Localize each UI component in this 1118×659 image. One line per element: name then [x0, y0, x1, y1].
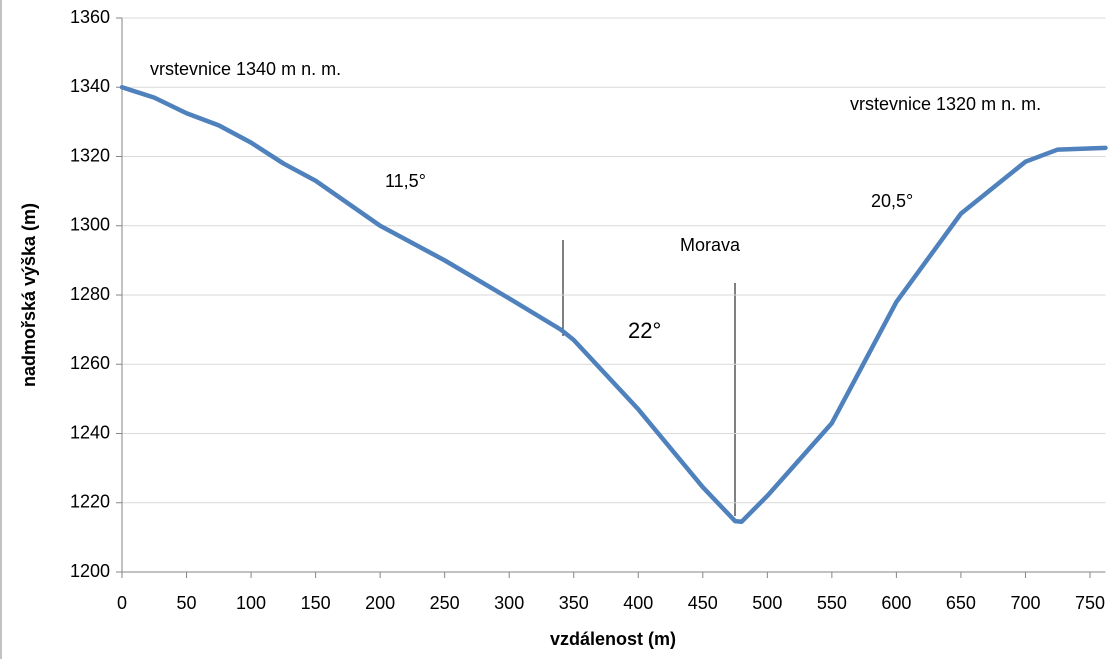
annotation: Morava	[680, 235, 741, 255]
y-tick-label: 1260	[70, 353, 110, 373]
y-tick-label: 1340	[70, 76, 110, 96]
x-tick-label: 750	[1075, 593, 1105, 613]
x-tick-label: 150	[301, 593, 331, 613]
x-tick-label: 300	[494, 593, 524, 613]
x-tick-label: 700	[1010, 593, 1040, 613]
y-tick-label: 1220	[70, 492, 110, 512]
annotation: 20,5°	[871, 191, 913, 211]
y-axis-label: nadmořská výška (m)	[19, 203, 39, 387]
y-tick-label: 1240	[70, 422, 110, 442]
y-tick-label: 1300	[70, 215, 110, 235]
annotation: vrstevnice 1320 m n. m.	[850, 94, 1041, 114]
line-series	[119, 85, 1108, 525]
x-tick-label: 200	[365, 593, 395, 613]
annotation: 11,5°	[385, 171, 426, 191]
x-tick-label: 650	[946, 593, 976, 613]
x-tick-label: 250	[430, 593, 460, 613]
x-tick-label: 500	[752, 593, 782, 613]
y-tick-label: 1360	[70, 7, 110, 27]
annotation: vrstevnice 1340 m n. m.	[150, 59, 341, 79]
x-tick-label: 550	[817, 593, 847, 613]
y-tick-label: 1320	[70, 145, 110, 165]
y-tick-label: 1200	[70, 561, 110, 581]
x-tick-label: 450	[688, 593, 718, 613]
x-axis-label: vzdálenost (m)	[550, 629, 676, 649]
x-tick-label: 100	[236, 593, 266, 613]
x-tick-label: 400	[623, 593, 653, 613]
annotation: 22°	[628, 318, 661, 343]
y-tick-label: 1280	[70, 284, 110, 304]
x-tick-label: 0	[117, 593, 127, 613]
x-tick-label: 350	[559, 593, 589, 613]
x-tick-label: 50	[177, 593, 197, 613]
x-tick-label: 600	[881, 593, 911, 613]
